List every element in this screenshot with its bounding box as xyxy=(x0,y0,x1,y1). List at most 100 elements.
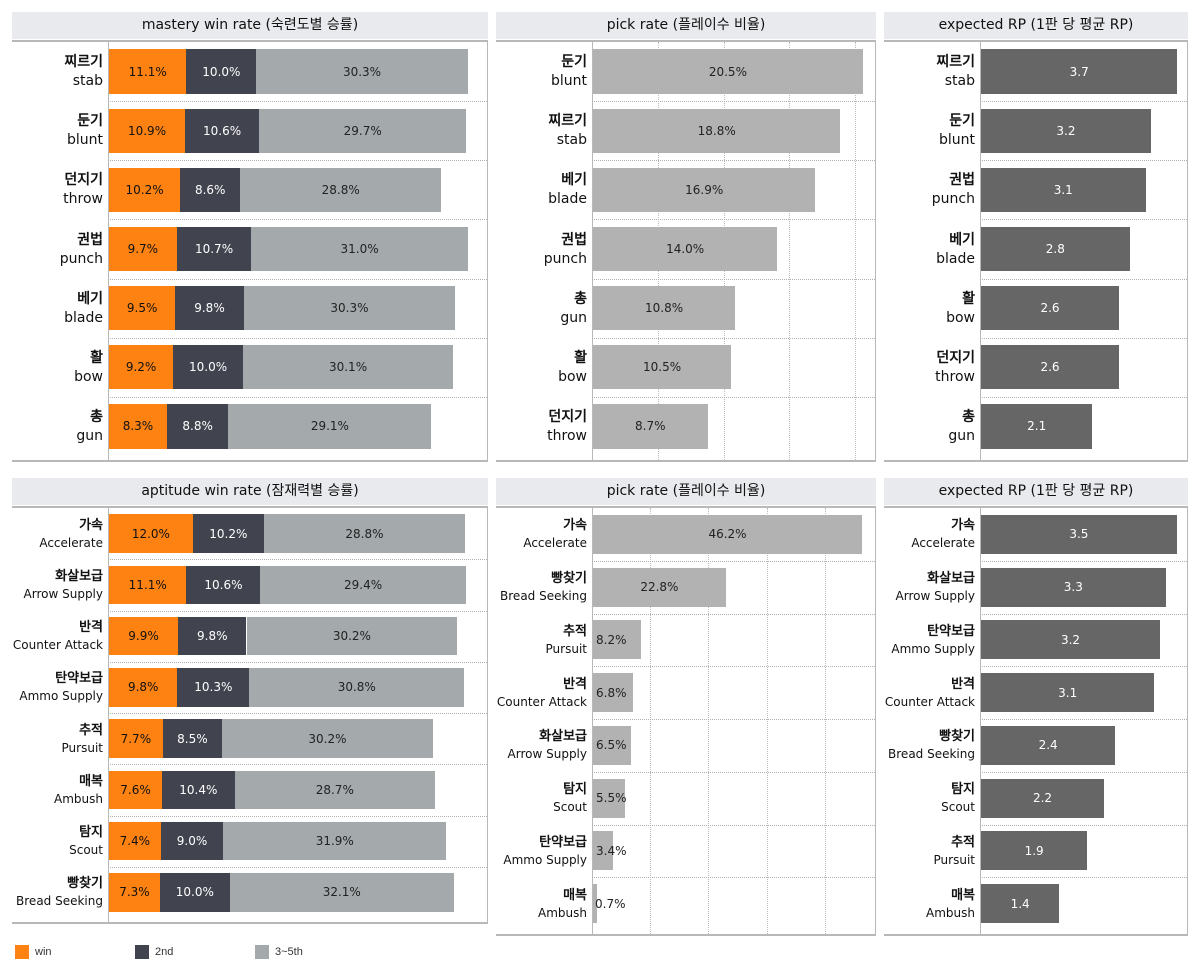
row-separator xyxy=(980,771,1187,773)
row-separator xyxy=(108,764,487,766)
category-label: 찌르기 stab xyxy=(495,111,587,150)
category-label: 탐지 Scout xyxy=(11,823,103,859)
chart-title: pick rate (플레이수 비율) xyxy=(496,478,876,505)
category-label-en: gun xyxy=(560,309,587,326)
bar-segment-win: 7.6% xyxy=(109,770,163,810)
category-label: 베기 blade xyxy=(11,289,103,328)
category-label: 권법 punch xyxy=(495,230,587,269)
category-label-en: Bread Seeking xyxy=(16,894,103,909)
category-label-ko: 활 xyxy=(574,349,587,366)
plot-area: 가속 Accelerate 12.0% 10.2% 28.8% 화살보급 Arrow Sup… xyxy=(12,506,488,924)
bar-segment-3-5th: 30.3% xyxy=(243,285,456,331)
category-label-en: Counter Attack xyxy=(12,638,103,653)
bar: 14.0% xyxy=(593,226,778,272)
row-separator xyxy=(592,824,875,826)
bar-segment-2nd: 10.4% xyxy=(162,770,235,810)
row-separator xyxy=(980,719,1187,720)
bar-value-label: 20.5% xyxy=(708,64,747,79)
plot-area: 둔기 blunt 20.5% 찌르기 stab 18.8% 베기 blade 16.9% 권법 pu… xyxy=(496,40,876,462)
category-label: 탄약보급 Ammo Supply xyxy=(883,622,975,658)
category-label-en: Ammo Supply xyxy=(891,641,975,656)
gridline xyxy=(789,42,791,460)
category-label-ko: 둔기 xyxy=(561,54,587,71)
chart-title: expected RP (1판 당 평균 RP) xyxy=(884,12,1188,39)
bar-segment-3-5th: 31.9% xyxy=(223,821,447,861)
y-axis-line xyxy=(980,508,981,934)
bar: 46.2% xyxy=(593,514,863,554)
chart-title: mastery win rate (숙련도별 승률) xyxy=(12,12,488,39)
category-label: 추적 Pursuit xyxy=(495,622,587,658)
row-separator xyxy=(980,337,1187,339)
row-separator xyxy=(108,219,487,221)
category-label: 둔기 blunt xyxy=(883,111,975,150)
bar-segment-2nd: 10.3% xyxy=(177,668,250,707)
category-label-en: stab xyxy=(944,73,975,90)
bar-value-label: 6.8% xyxy=(596,685,627,700)
category-label-ko: 던지기 xyxy=(548,408,587,425)
mastery-rp-chart: expected RP (1판 당 평균 RP) 찌르기 stab 3.7 둔기 blu… xyxy=(884,12,1188,462)
row-separator xyxy=(980,877,1187,879)
category-label: 반격 Counter Attack xyxy=(495,675,587,711)
bar-segment-3-5th: 28.7% xyxy=(234,770,435,810)
category-label-ko: 탄약보급 xyxy=(55,671,103,687)
category-label-ko: 탐지 xyxy=(563,782,587,798)
category-label: 둔기 blunt xyxy=(495,52,587,91)
bar-segment-2nd: 10.0% xyxy=(173,345,243,390)
category-label-ko: 화살보급 xyxy=(927,571,975,587)
bar-value-label: 22.8% xyxy=(640,580,679,595)
category-label-ko: 던지기 xyxy=(64,172,103,189)
bar-segment-3-5th: 29.4% xyxy=(260,565,466,605)
row-separator xyxy=(980,219,1187,221)
category-label-en: Pursuit xyxy=(933,852,975,867)
row-separator xyxy=(980,278,1187,280)
category-label-en: Pursuit xyxy=(61,740,103,755)
row-separator xyxy=(108,815,487,817)
bar-value-label: 8.2% xyxy=(596,632,627,647)
bar: 3.4% xyxy=(593,831,627,871)
category-label-en: stab xyxy=(72,73,103,90)
bar-segment-2nd: 9.8% xyxy=(175,285,244,331)
bar-value-label: 10.8% xyxy=(645,301,684,316)
bar-value-label: 1.9 xyxy=(1024,843,1044,858)
category-label-ko: 총 xyxy=(574,290,587,307)
category-label: 권법 punch xyxy=(11,230,103,269)
bar-segment-3-5th: 32.1% xyxy=(229,873,454,912)
bar-segment-3-5th: 30.2% xyxy=(222,719,433,758)
bar-segment-3-5th: 30.2% xyxy=(246,616,458,656)
row-separator xyxy=(980,101,1187,103)
bar-segment-3-5th: 28.8% xyxy=(263,514,465,553)
bar-segment-win: 10.9% xyxy=(109,108,186,153)
bar-segment-2nd: 10.6% xyxy=(186,565,261,605)
category-label-en: Counter Attack xyxy=(496,694,587,709)
plot-area: 가속 Accelerate 46.2% 빵찾기 Bread Seeking 22.8% 추적… xyxy=(496,506,876,936)
category-label-ko: 베기 xyxy=(949,231,975,248)
bar: 1.4 xyxy=(981,884,1060,924)
category-label: 권법 punch xyxy=(883,170,975,209)
row-separator xyxy=(980,666,1187,668)
row-separator xyxy=(108,610,487,612)
category-label-en: throw xyxy=(935,368,975,385)
legend-item-3-5th: 3~5th xyxy=(255,945,303,959)
legend-swatch-3-5th xyxy=(255,945,269,959)
category-label-en: gun xyxy=(948,427,975,444)
row-separator xyxy=(980,824,1187,826)
category-label-en: Arrow Supply xyxy=(507,747,587,762)
bar-segment-win: 9.7% xyxy=(109,226,177,272)
bar: 0.7% xyxy=(593,884,626,924)
category-label: 가속 Accelerate xyxy=(883,516,975,552)
bar: 10.8% xyxy=(593,285,736,331)
bar: 2.2 xyxy=(981,778,1105,818)
bar-value-label: 2.6 xyxy=(1040,301,1060,316)
bar: 2.1 xyxy=(981,404,1093,449)
category-label: 둔기 blunt xyxy=(11,111,103,150)
aptitude-pick-chart: pick rate (플레이수 비율) 가속 Accelerate 46.2% 빵찾기… xyxy=(496,478,876,936)
bar-value-label: 16.9% xyxy=(685,182,724,197)
y-axis-line xyxy=(108,508,109,922)
category-label-ko: 권법 xyxy=(949,172,975,189)
bar-segment-win: 8.3% xyxy=(109,404,167,449)
category-label: 반격 Counter Attack xyxy=(11,618,103,654)
category-label-en: Scout xyxy=(553,800,587,815)
bar: 3.2 xyxy=(981,108,1151,153)
bar: 3.5 xyxy=(981,514,1177,554)
gridline xyxy=(766,508,768,934)
